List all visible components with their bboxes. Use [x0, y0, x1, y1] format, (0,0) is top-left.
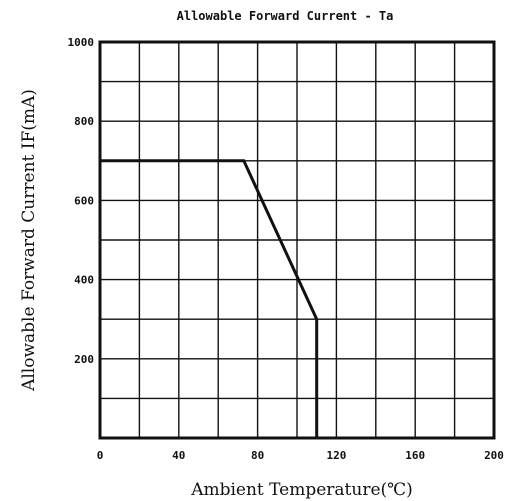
x-tick-label: 0 — [97, 449, 104, 462]
x-axis-label: Ambient Temperature(℃) — [190, 480, 413, 500]
x-tick-label: 200 — [484, 449, 504, 462]
x-tick-label: 40 — [172, 449, 185, 462]
y-tick-label: 800 — [74, 115, 94, 128]
y-tick-label: 400 — [74, 274, 94, 287]
x-tick-label: 80 — [251, 449, 264, 462]
y-tick-labels: 200 400 600 800 1000 — [68, 36, 95, 366]
y-tick-label: 200 — [74, 353, 94, 366]
x-tick-label: 120 — [326, 449, 346, 462]
y-axis-label: Allowable Forward Current IF(mA) — [19, 89, 39, 392]
chart-title: Allowable Forward Current - Ta — [177, 9, 394, 23]
y-tick-label: 1000 — [68, 36, 95, 49]
plot-frame — [98, 40, 496, 440]
grid — [100, 42, 494, 438]
series-line-0 — [100, 159, 319, 438]
y-tick-label: 600 — [74, 194, 94, 207]
x-tick-labels: 0 40 80 120 160 200 — [97, 449, 504, 462]
series-group — [100, 159, 319, 438]
x-tick-label: 160 — [405, 449, 425, 462]
